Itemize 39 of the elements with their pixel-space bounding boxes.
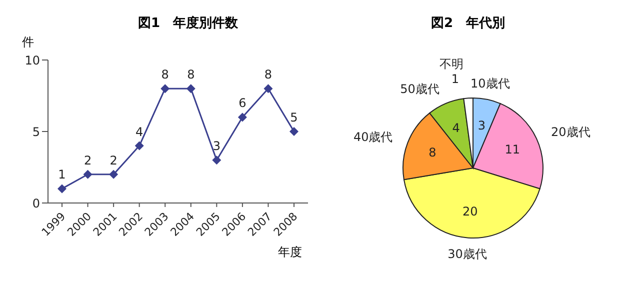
data-label: 1 <box>58 168 66 182</box>
point <box>160 84 170 94</box>
y-tick-label: 0 <box>32 196 40 210</box>
data-label: 6 <box>238 96 246 110</box>
slice-label: 20歳代 <box>551 124 590 139</box>
slice-label: 30歳代 <box>448 246 487 261</box>
chart-title: 図2 年代別 <box>430 15 506 32</box>
data-label: 5 <box>290 110 298 124</box>
slice-label: 50歳代 <box>400 82 440 96</box>
data-label: 3 <box>478 118 486 132</box>
point <box>83 170 92 179</box>
y-tick-label: 5 <box>32 124 40 139</box>
data-label: 8 <box>187 68 195 82</box>
data-label: 1 <box>451 72 460 86</box>
data-label: 4 <box>452 121 460 136</box>
data-label: 8 <box>161 68 169 82</box>
data-label: 11 <box>504 142 520 157</box>
point <box>134 141 144 150</box>
slice-label: 10歳代 <box>470 76 510 91</box>
chart-title: 図1 年度別件数 <box>136 14 240 32</box>
data-label: 20 <box>462 204 478 218</box>
point <box>264 84 273 94</box>
data-label: 4 <box>136 124 144 139</box>
point <box>109 170 118 179</box>
slice-label: 40歳代 <box>353 130 393 144</box>
y-axis-title: 件 <box>22 34 34 51</box>
point <box>58 184 66 194</box>
point <box>290 127 298 136</box>
slice-label: 不明 <box>439 57 464 72</box>
point <box>238 112 247 122</box>
point <box>212 156 222 165</box>
data-label: 2 <box>110 153 118 168</box>
data-label: 3 <box>212 139 220 154</box>
x-axis-title: 年度 <box>278 244 302 261</box>
data-label: 8 <box>264 68 272 82</box>
y-tick-label: 10 <box>24 53 40 68</box>
point <box>186 84 196 94</box>
data-label: 2 <box>84 153 92 168</box>
data-label: 8 <box>428 145 436 160</box>
